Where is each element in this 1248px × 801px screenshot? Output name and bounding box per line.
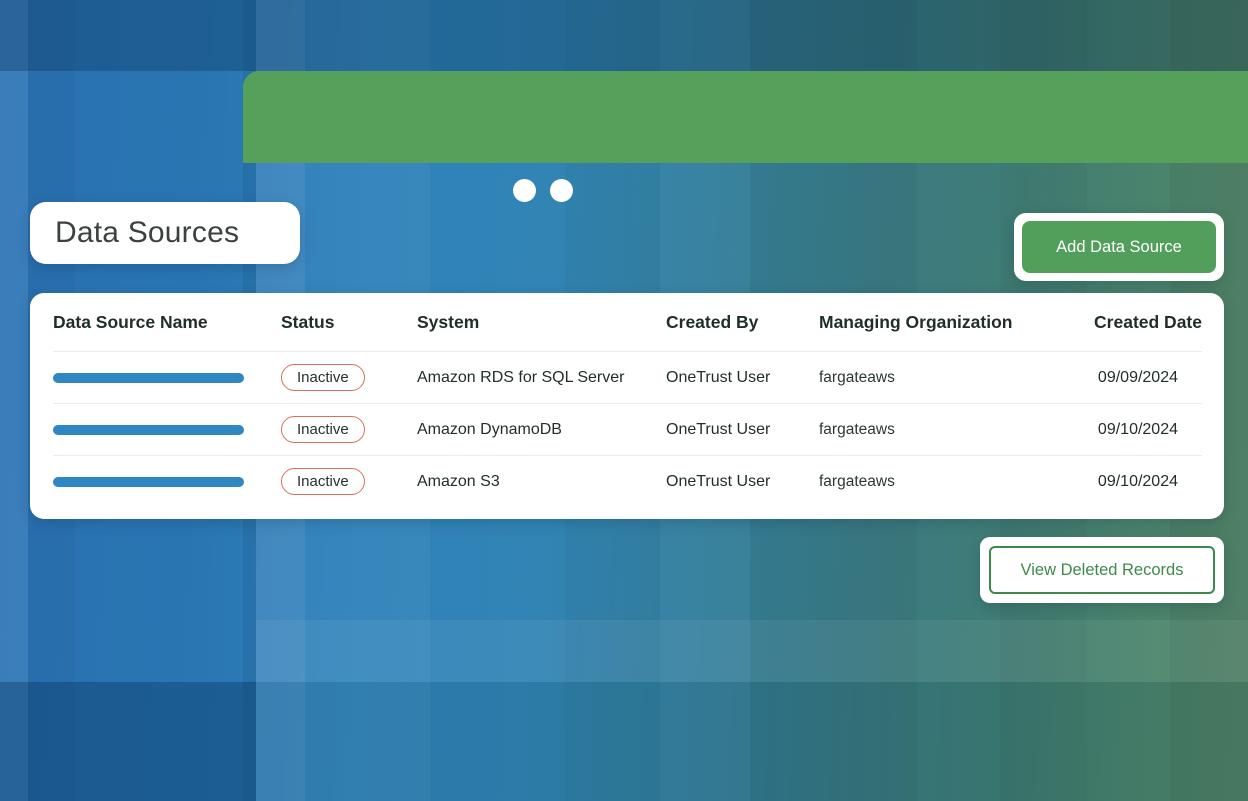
window-dot-icon (513, 179, 536, 202)
column-header-status: Status (281, 311, 335, 332)
add-data-source-button[interactable]: Add Data Source (1022, 221, 1216, 273)
data-source-name-cell (53, 476, 281, 487)
status-cell: Inactive (281, 364, 417, 391)
column-header-created-date: Created Date (1094, 311, 1202, 332)
created-date-cell: 09/09/2024 (1097, 368, 1178, 386)
data-sources-table: Data Source Name Status System Created B… (30, 293, 1224, 519)
table-row: Inactive Amazon DynamoDB OneTrust User f… (53, 403, 1202, 455)
system-cell: Amazon DynamoDB (417, 420, 562, 438)
background-light-band (256, 620, 1248, 682)
data-source-name-cell (53, 372, 281, 383)
status-cell: Inactive (281, 416, 417, 443)
page-title-card: Data Sources (30, 202, 300, 264)
redacted-name-bar (53, 372, 244, 383)
created-by-cell: OneTrust User (666, 472, 771, 490)
status-badge: Inactive (281, 364, 365, 391)
window-dot-icon (550, 179, 573, 202)
system-cell: Amazon S3 (417, 472, 500, 490)
background-bottom-left-band (0, 682, 256, 801)
background-top-band (0, 0, 1248, 71)
created-date-cell: 09/10/2024 (1097, 420, 1178, 438)
background-bottom-band (0, 682, 1248, 801)
view-deleted-records-card: View Deleted Records (980, 537, 1224, 603)
managing-organization-cell: fargateaws (819, 472, 895, 490)
browser-window-bar (243, 71, 1248, 202)
column-header-data-source-name: Data Source Name (53, 311, 208, 332)
managing-organization-cell: fargateaws (819, 368, 895, 386)
status-badge: Inactive (281, 468, 365, 495)
table-row: Inactive Amazon RDS for SQL Server OneTr… (53, 351, 1202, 403)
table-header-row: Data Source Name Status System Created B… (53, 293, 1202, 351)
status-cell: Inactive (281, 468, 417, 495)
column-header-managing-organization: Managing Organization (819, 311, 1013, 332)
status-badge: Inactive (281, 416, 365, 443)
column-header-system: System (417, 311, 480, 332)
created-by-cell: OneTrust User (666, 368, 771, 386)
redacted-name-bar (53, 476, 244, 487)
add-data-source-card: Add Data Source (1014, 213, 1224, 281)
view-deleted-records-button[interactable]: View Deleted Records (989, 546, 1215, 594)
created-date-cell: 09/10/2024 (1097, 472, 1178, 490)
table-body: Inactive Amazon RDS for SQL Server OneTr… (53, 351, 1202, 507)
data-source-name-cell (53, 424, 281, 435)
created-by-cell: OneTrust User (666, 420, 771, 438)
column-header-created-by: Created By (666, 311, 759, 332)
redacted-name-bar (53, 424, 244, 435)
table-row: Inactive Amazon S3 OneTrust User fargate… (53, 455, 1202, 507)
system-cell: Amazon RDS for SQL Server (417, 368, 625, 386)
page-title: Data Sources (55, 216, 240, 249)
managing-organization-cell: fargateaws (819, 420, 895, 438)
